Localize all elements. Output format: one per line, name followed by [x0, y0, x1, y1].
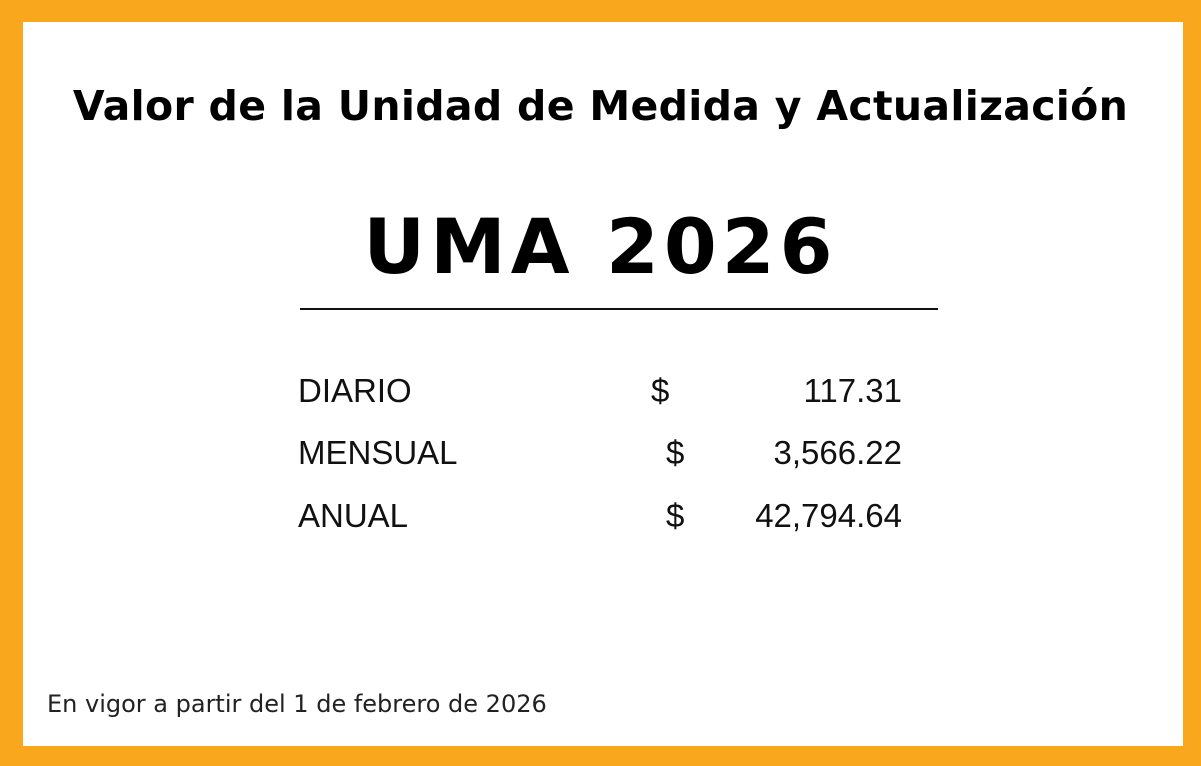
uma-heading: UMA 2026 [363, 202, 838, 291]
row-value: 3,566.22 [773, 434, 902, 471]
row-label: MENSUAL [298, 434, 458, 471]
row-value: 42,794.64 [755, 497, 902, 534]
footer-note: En vigor a partir del 1 de febrero de 20… [47, 690, 547, 718]
row-mensual: MENSUAL $ 3,566.22 [298, 434, 902, 478]
row-diario: DIARIO $ 117.31 [298, 372, 902, 416]
row-anual: ANUAL $ 42,794.64 [298, 497, 902, 541]
divider [300, 308, 938, 310]
page-title: Valor de la Unidad de Medida y Actualiza… [72, 82, 1129, 130]
currency-symbol: $ [666, 434, 685, 471]
currency-symbol: $ [651, 372, 670, 409]
row-value: 117.31 [803, 372, 902, 409]
uma-card: Valor de la Unidad de Medida y Actualiza… [23, 22, 1183, 746]
row-label: DIARIO [298, 372, 412, 409]
row-label: ANUAL [298, 497, 409, 534]
currency-symbol: $ [666, 497, 685, 534]
